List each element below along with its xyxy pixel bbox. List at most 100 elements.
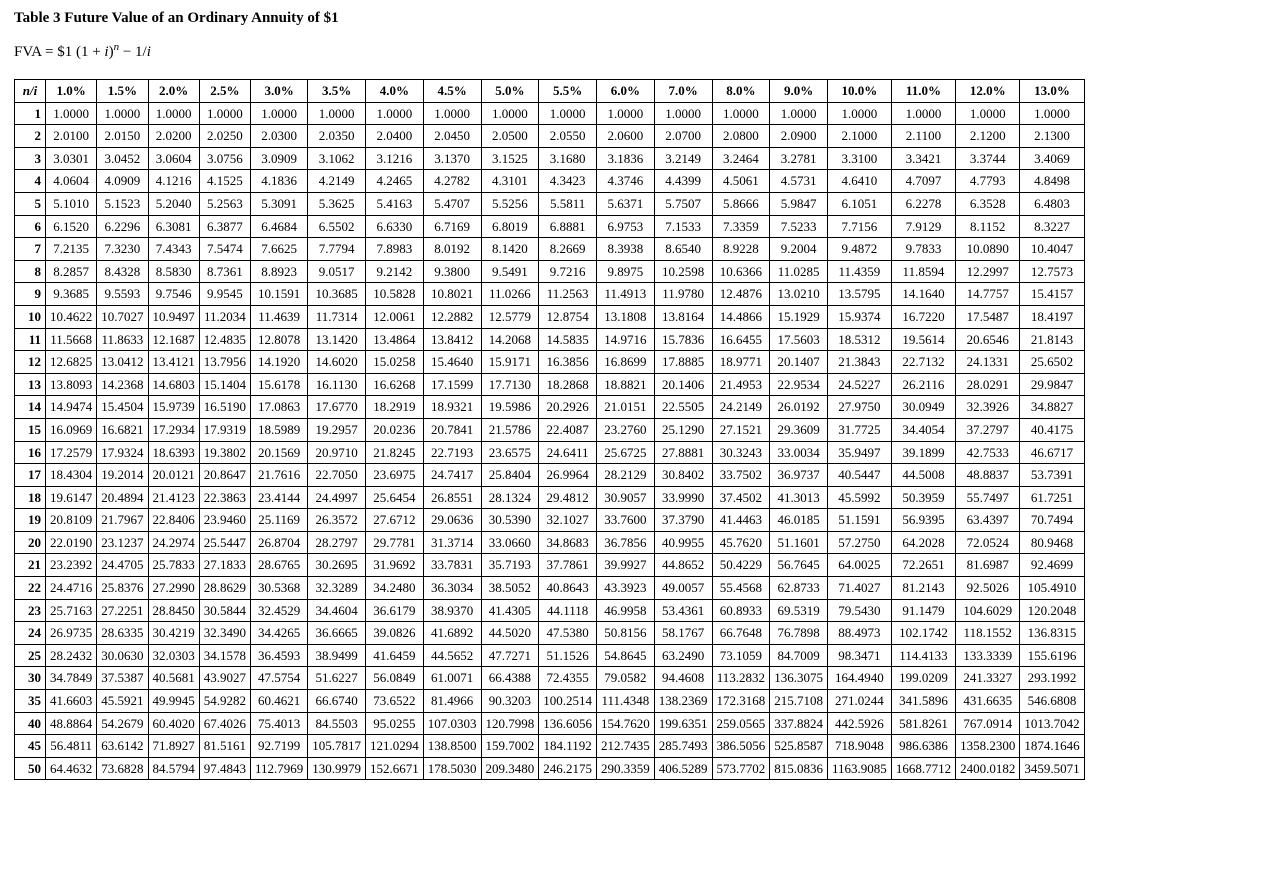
table-row: 1617.257917.932418.639319.380220.156920.… [15,441,1085,464]
table-cell: 15.4504 [97,396,148,419]
table-cell: 20.2926 [539,396,597,419]
table-cell: 3.3744 [956,147,1020,170]
table-cell: 39.9927 [597,554,655,577]
table-cell: 3.0909 [251,147,308,170]
table-cell: 15.1929 [770,305,828,328]
table-cell: 18.5989 [251,418,308,441]
table-cell: 18.5312 [828,328,892,351]
table-cell: 14.6020 [308,351,366,374]
table-cell: 25.7163 [46,599,97,622]
row-n-label: 14 [15,396,46,419]
table-cell: 12.8078 [251,328,308,351]
rate-header: 6.0% [597,80,655,103]
table-cell: 28.6335 [97,622,148,645]
table-cell: 293.1992 [1020,667,1084,690]
rate-header: 11.0% [891,80,955,103]
table-cell: 18.2868 [539,373,597,396]
rate-header: 5.5% [539,80,597,103]
table-cell: 33.7600 [597,509,655,532]
table-cell: 21.7616 [251,464,308,487]
table-cell: 25.1290 [654,418,712,441]
row-n-label: 16 [15,441,46,464]
formula-i2: i [147,44,151,60]
table-cell: 7.5233 [770,215,828,238]
table-cell: 2.0600 [597,125,655,148]
table-cell: 17.7130 [481,373,539,396]
table-row: 2224.471625.837627.299028.862930.536832.… [15,577,1085,600]
table-cell: 16.6455 [712,328,770,351]
rate-header: 7.0% [654,80,712,103]
table-cell: 32.3926 [956,396,1020,419]
table-cell: 40.4175 [1020,418,1084,441]
table-cell: 4.0604 [46,170,97,193]
table-cell: 13.1420 [308,328,366,351]
table-cell: 56.0849 [366,667,424,690]
formula-text: FVA = $1 (1 + i)n − 1/i [14,41,1256,61]
table-cell: 2.1200 [956,125,1020,148]
table-cell: 27.1833 [199,554,250,577]
annuity-table: n/i 1.0%1.5%2.0%2.5%3.0%3.5%4.0%4.5%5.0%… [14,79,1085,780]
table-cell: 21.5786 [481,418,539,441]
table-cell: 138.8500 [423,735,481,758]
table-row: 11.00001.00001.00001.00001.00001.00001.0… [15,102,1085,125]
table-cell: 43.9027 [199,667,250,690]
table-cell: 3.0604 [148,147,199,170]
table-cell: 72.2651 [891,554,955,577]
table-cell: 337.8824 [770,712,828,735]
table-cell: 21.8245 [366,441,424,464]
table-cell: 20.1407 [770,351,828,374]
table-cell: 1.0000 [654,102,712,125]
table-cell: 1.0000 [770,102,828,125]
table-cell: 36.3034 [423,577,481,600]
table-cell: 30.3243 [712,441,770,464]
table-cell: 14.2068 [481,328,539,351]
table-cell: 1.0000 [366,102,424,125]
table-cell: 24.2149 [712,396,770,419]
table-cell: 37.2797 [956,418,1020,441]
table-cell: 64.0025 [828,554,892,577]
table-header-row: n/i 1.0%1.5%2.0%2.5%3.0%3.5%4.0%4.5%5.0%… [15,80,1085,103]
table-cell: 2.0350 [308,125,366,148]
table-cell: 259.0565 [712,712,770,735]
table-cell: 72.4355 [539,667,597,690]
table-cell: 4.1216 [148,170,199,193]
table-cell: 10.8021 [423,283,481,306]
row-n-label: 20 [15,531,46,554]
table-cell: 6.3877 [199,215,250,238]
table-cell: 215.7108 [770,690,828,713]
table-cell: 53.4361 [654,599,712,622]
table-cell: 4.7793 [956,170,1020,193]
table-cell: 44.1118 [539,599,597,622]
table-cell: 1.0000 [423,102,481,125]
table-cell: 112.7969 [251,757,308,780]
table-cell: 13.8093 [46,373,97,396]
table-cell: 66.6740 [308,690,366,713]
table-cell: 767.0914 [956,712,1020,735]
table-cell: 10.1591 [251,283,308,306]
table-cell: 1.0000 [199,102,250,125]
table-cell: 1.0000 [597,102,655,125]
table-cell: 20.4894 [97,486,148,509]
table-row: 1212.682513.041213.412113.795614.192014.… [15,351,1085,374]
table-cell: 12.2882 [423,305,481,328]
table-cell: 46.6717 [1020,441,1084,464]
table-cell: 10.0890 [956,238,1020,261]
table-cell: 6.8881 [539,215,597,238]
table-cell: 81.2143 [891,577,955,600]
table-cell: 19.5614 [891,328,955,351]
table-cell: 54.2679 [97,712,148,735]
table-cell: 11.9780 [654,283,712,306]
table-cell: 60.4020 [148,712,199,735]
table-cell: 24.5227 [828,373,892,396]
table-cell: 1.0000 [956,102,1020,125]
table-cell: 44.8652 [654,554,712,577]
table-cell: 41.6892 [423,622,481,645]
table-cell: 32.4529 [251,599,308,622]
table-cell: 11.5668 [46,328,97,351]
table-cell: 13.0210 [770,283,828,306]
table-cell: 71.8927 [148,735,199,758]
rate-header: 12.0% [956,80,1020,103]
table-cell: 9.7216 [539,260,597,283]
table-cell: 7.4343 [148,238,199,261]
table-cell: 9.7833 [891,238,955,261]
